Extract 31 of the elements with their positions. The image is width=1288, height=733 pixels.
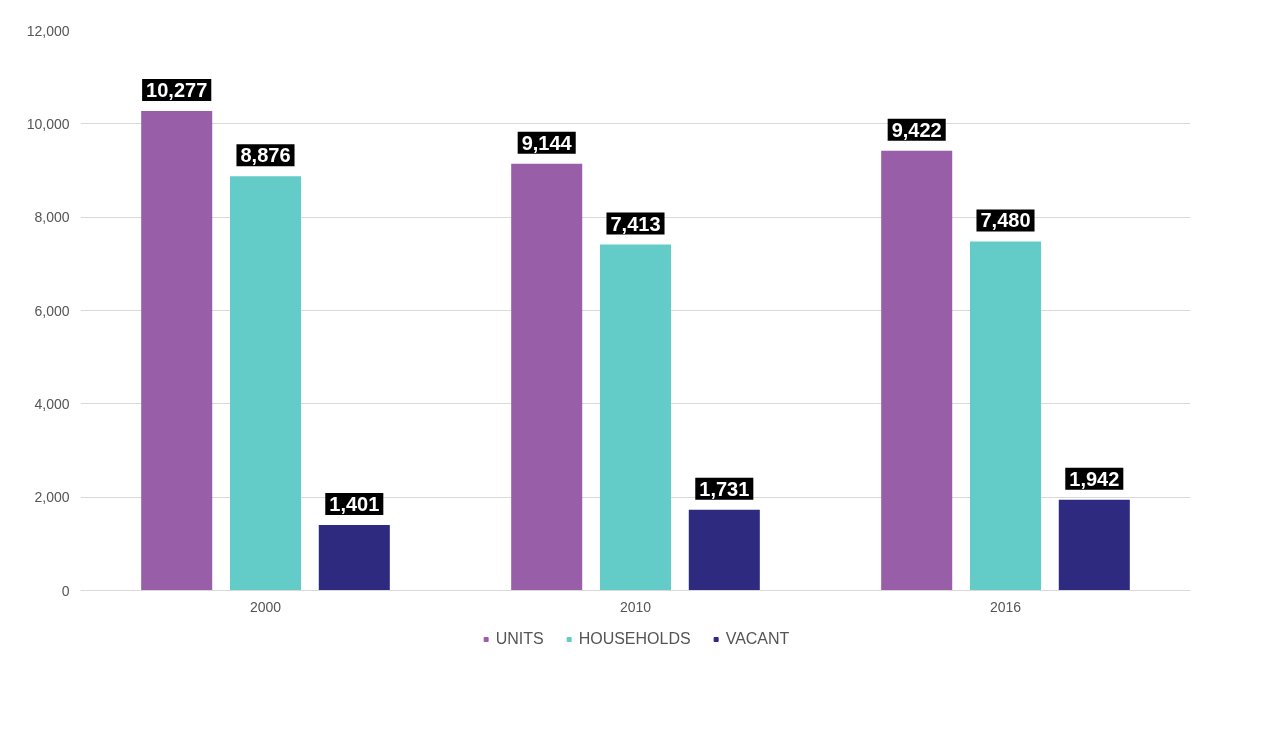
bar	[969, 241, 1042, 591]
y-tick-label: 8,000	[34, 209, 70, 226]
y-tick-label: 4,000	[34, 395, 70, 412]
data-label: 9,144	[521, 131, 573, 154]
data-label: 10,277	[146, 78, 208, 101]
bar	[141, 110, 213, 591]
x-tick-label: 2010	[619, 598, 652, 615]
bar	[318, 525, 390, 591]
y-tick-label: 10,000	[26, 115, 70, 132]
data-label: 8,876	[240, 144, 291, 167]
y-tick-label: 0	[61, 582, 70, 599]
data-label: 1,731	[699, 477, 750, 500]
x-tick-label: 2016	[989, 598, 1022, 615]
y-tick-label: 6,000	[34, 302, 70, 319]
data-label: 9,422	[891, 118, 942, 141]
bar	[599, 244, 672, 591]
bar	[881, 150, 953, 591]
bar	[688, 509, 760, 591]
legend-label: HOUSEHOLDS	[578, 630, 691, 648]
legend-label: UNITS	[495, 630, 544, 648]
y-tick-label: 12,000	[26, 22, 70, 39]
data-label: 1,401	[329, 493, 380, 516]
x-tick-label: 2000	[249, 598, 282, 615]
data-label: 7,480	[980, 209, 1031, 232]
bar	[229, 176, 302, 591]
bar	[511, 163, 583, 591]
bar	[1058, 499, 1130, 591]
data-label: 7,413	[610, 212, 661, 235]
data-label: 1,942	[1069, 467, 1120, 490]
legend-label: VACANT	[725, 630, 790, 648]
y-tick-label: 2,000	[34, 489, 70, 506]
